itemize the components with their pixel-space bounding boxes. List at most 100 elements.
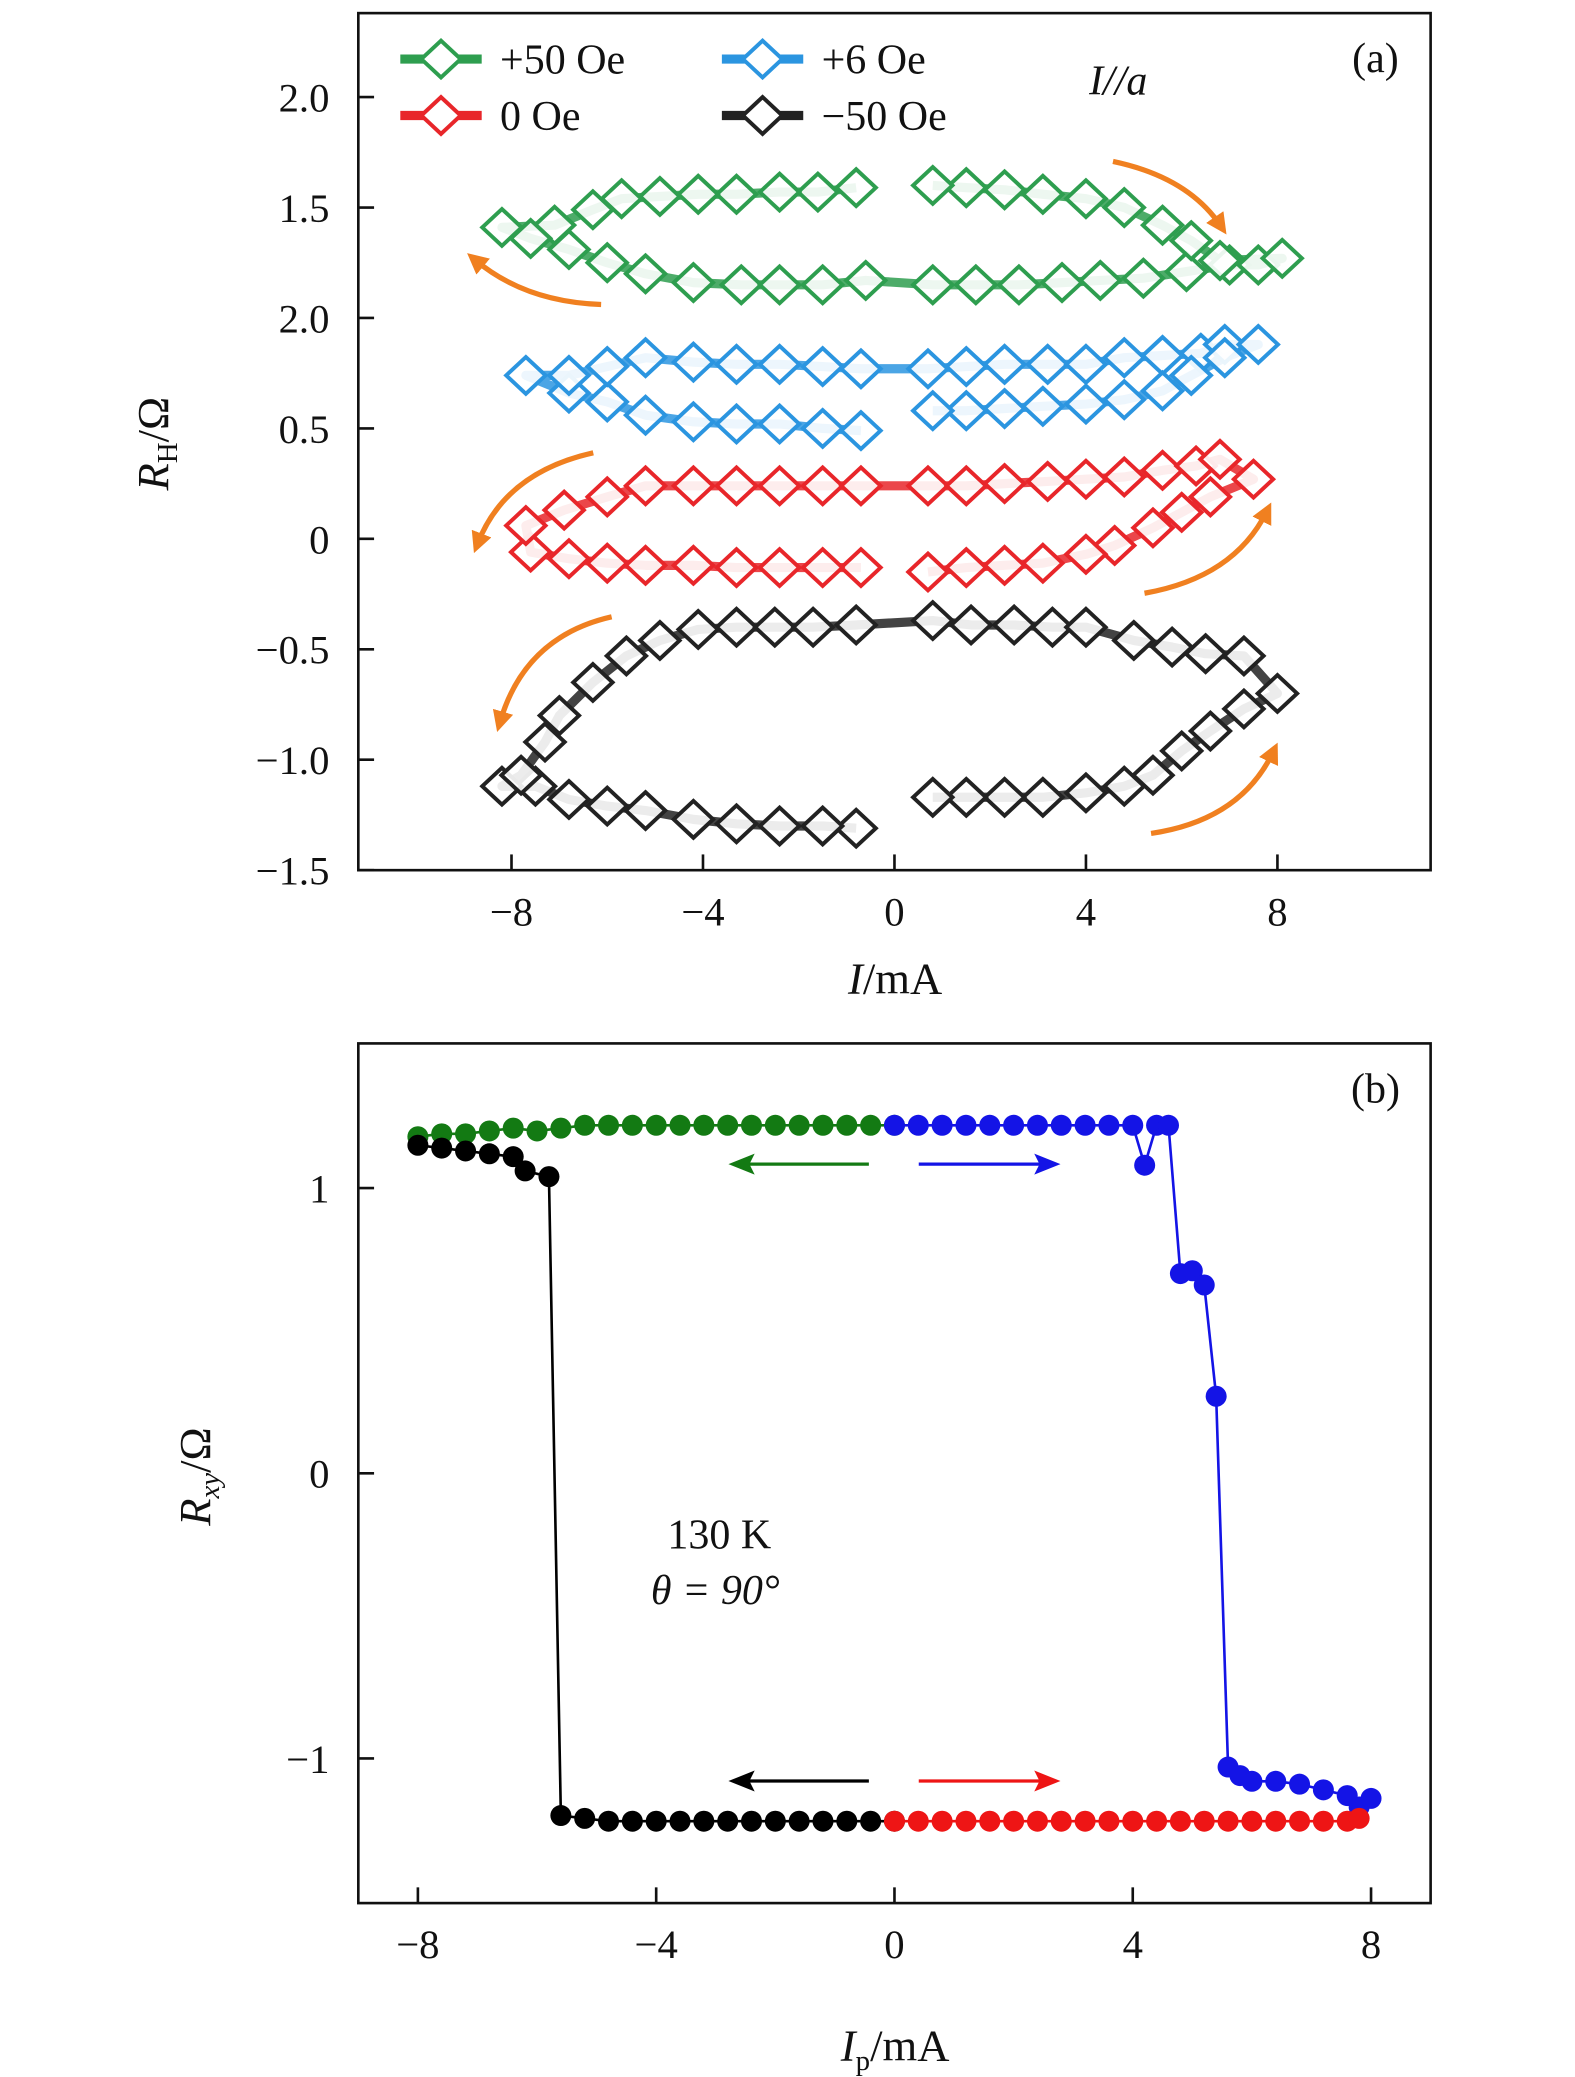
marker [1039,261,1085,304]
marker [713,802,760,845]
y-tick-label: 1 [309,1166,329,1211]
marker [1221,687,1267,730]
marker [1101,765,1147,808]
marker [757,343,803,386]
marker [757,804,803,848]
marker [943,389,989,432]
marker [1254,672,1301,715]
marker [1074,1114,1096,1136]
marker [1139,369,1186,412]
y-axis-label: Rxy/Ω [170,1427,226,1526]
marker [670,464,716,507]
label-part: /Ω [170,1427,220,1473]
marker [883,1810,905,1832]
marker [1020,776,1066,819]
marker [812,1810,834,1832]
x-tick-label: 4 [1123,1922,1143,1967]
marker [622,789,669,832]
marker [1149,626,1195,669]
marker [1101,186,1147,229]
marker [713,464,760,507]
panel-label: (b) [1351,1066,1400,1112]
y-tick-label: 0 [309,517,329,562]
plot-frame [357,1042,1432,1905]
marker [757,170,803,214]
marker [503,354,549,397]
marker [407,1134,429,1156]
marker [669,1810,691,1832]
marker [645,1810,667,1832]
marker [910,776,956,819]
marker [1187,475,1233,518]
marker [574,1807,596,1829]
marker [795,170,841,214]
marker [1169,1810,1191,1832]
marker [713,173,760,216]
marker [1348,1807,1370,1829]
marker [1265,1770,1287,1792]
marker [757,263,803,306]
marker [955,1114,977,1136]
marker [1157,1114,1179,1136]
marker [713,402,760,446]
marker [622,544,669,587]
annotation: θ = 90° [651,1568,780,1614]
marker [1259,237,1305,280]
marker [800,464,846,507]
marker [943,464,989,507]
marker [675,608,721,651]
marker [498,754,544,797]
marker [1122,1114,1144,1136]
marker [883,1114,905,1136]
marker [570,661,616,704]
marker [637,175,683,218]
arrow-head [728,1153,755,1175]
marker [1139,449,1186,492]
marker [455,1140,477,1162]
marker [522,720,568,764]
label-part: /Ω [128,397,178,443]
marker [502,1117,524,1139]
y-tick-label: 2.0 [279,75,330,120]
marker [800,345,846,388]
x-tick-label: 0 [884,889,904,934]
marker [508,217,554,260]
panel-label: (a) [1352,36,1399,82]
marker [693,1114,715,1136]
marker [757,546,803,589]
marker [584,241,630,284]
marker [584,380,630,423]
marker [584,542,630,585]
marker [670,544,716,587]
x-tick-label: −4 [635,1922,678,1967]
y-tick-label: 0.5 [279,407,330,452]
marker [833,166,879,209]
marker [546,228,592,271]
marker [905,347,951,390]
marker [713,343,760,386]
marker [1020,385,1066,428]
marker [1101,455,1147,499]
marker [1197,438,1243,481]
marker [740,1810,762,1832]
marker [1193,1274,1215,1296]
marker [1187,709,1233,753]
marker [1168,354,1214,397]
marker [905,550,951,594]
marker [838,464,884,507]
marker [953,263,999,306]
marker [621,1114,643,1136]
marker [1120,257,1166,300]
y-tick-label: −1.5 [256,849,330,894]
x-axis-label: Ip/mA [840,2021,950,2077]
marker [1101,378,1147,421]
marker [1122,1810,1144,1832]
marker [1289,1773,1311,1795]
marker [1289,1810,1311,1832]
marker [836,1810,858,1832]
x-axis-label: I/mA [847,954,942,1004]
marker [910,164,956,207]
marker [943,166,989,209]
marker [843,259,889,302]
marker [800,546,846,589]
